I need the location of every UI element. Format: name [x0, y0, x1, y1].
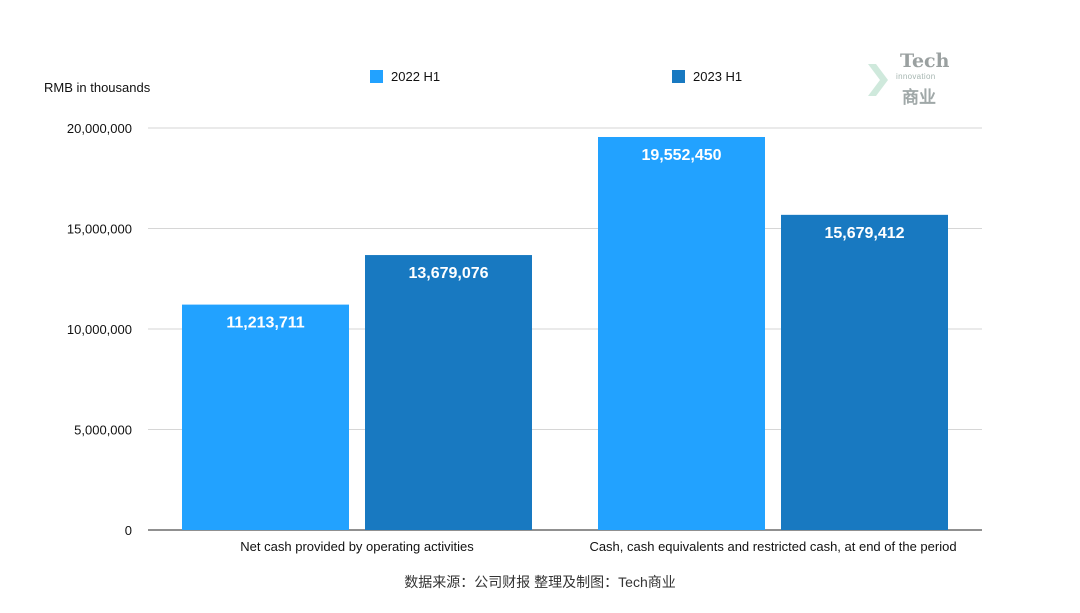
bar-value-label: 13,679,076 [408, 265, 488, 282]
bar [365, 255, 532, 530]
logo-arrow-icon [868, 64, 888, 96]
y-tick-label: 0 [125, 523, 132, 538]
bar [182, 304, 349, 530]
bar [781, 214, 948, 531]
logo-text-tech: Tech [900, 50, 950, 72]
x-tick-label: Cash, cash equivalents and restricted ca… [589, 539, 956, 554]
y-axis-label: RMB in thousands [44, 80, 151, 95]
x-tick-label: Net cash provided by operating activitie… [240, 539, 474, 554]
y-tick-label: 5,000,000 [74, 423, 132, 438]
logo-text-cn: 商业 [902, 88, 936, 107]
bar [598, 136, 765, 530]
legend-swatch-2023-h1 [672, 70, 685, 83]
y-tick-label: 20,000,000 [67, 121, 132, 136]
legend-label-2023-h1: 2023 H1 [693, 69, 743, 84]
bar-value-label: 19,552,450 [641, 147, 721, 164]
legend-item-2023-h1: 2023 H1 [672, 69, 742, 84]
legend-swatch-2022-h1 [370, 70, 383, 83]
logo-text-innovation: innovation [896, 72, 936, 81]
bar-value-label: 11,213,711 [226, 315, 304, 332]
y-tick-label: 15,000,000 [67, 222, 132, 237]
bar-value-label: 15,679,412 [824, 225, 904, 242]
legend-item-2022-h1: 2022 H1 [370, 69, 440, 84]
legend-label-2022-h1: 2022 H1 [391, 69, 441, 84]
tech-logo: Tech innovation 商业 [864, 50, 964, 107]
y-tick-label: 10,000,000 [67, 322, 132, 337]
source-note: 数据来源：公司财报 整理及制图：Tech商业 [404, 574, 676, 590]
